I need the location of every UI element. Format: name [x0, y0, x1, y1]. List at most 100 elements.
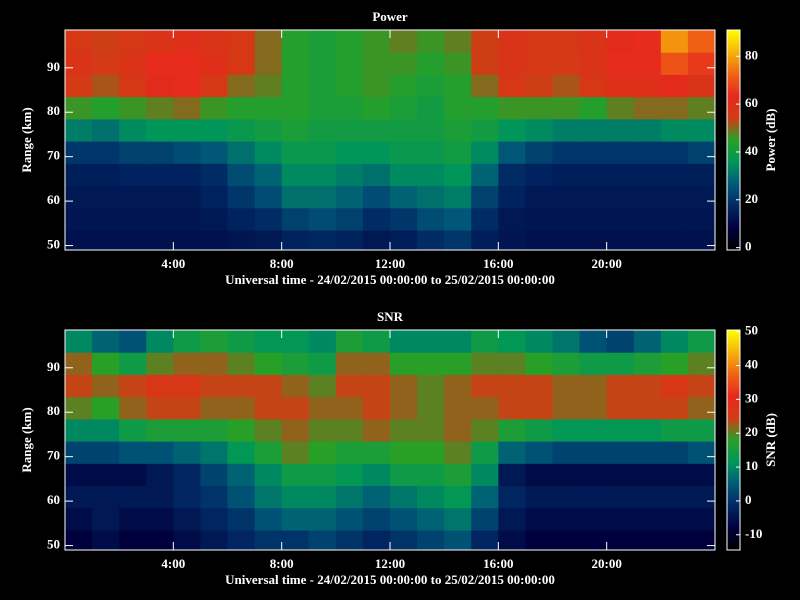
colorbar-tick-label: 0 — [745, 239, 752, 254]
cell — [552, 230, 581, 250]
cell — [552, 352, 581, 375]
cell — [335, 141, 364, 164]
cell — [687, 485, 715, 509]
cell — [444, 485, 472, 509]
cell — [444, 30, 472, 53]
cell — [444, 207, 472, 231]
cell — [254, 441, 283, 464]
cell — [471, 374, 499, 398]
heatmap — [65, 330, 715, 550]
cell — [227, 374, 256, 398]
cell — [227, 52, 256, 75]
cell — [660, 96, 689, 120]
cell — [254, 230, 283, 250]
cell — [119, 352, 147, 375]
cell — [335, 230, 364, 250]
cell — [633, 418, 662, 442]
cell — [687, 352, 715, 375]
cell — [335, 185, 364, 209]
cell — [390, 74, 418, 98]
colorbar-tick-label: 40 — [745, 143, 758, 158]
cell — [173, 418, 201, 442]
cell — [281, 185, 310, 209]
cell — [633, 118, 662, 142]
cell — [200, 507, 228, 531]
cell — [254, 141, 283, 164]
cell — [119, 330, 147, 353]
cell — [498, 52, 526, 75]
cell — [200, 96, 228, 120]
cell — [146, 74, 174, 98]
cell — [579, 30, 608, 53]
cell — [552, 118, 581, 142]
y-axis-label: Range (km) — [19, 107, 34, 172]
cell — [471, 396, 499, 420]
cell — [254, 52, 283, 75]
cell — [65, 352, 93, 375]
cell — [146, 52, 174, 75]
cell — [308, 185, 337, 209]
cell — [281, 418, 310, 442]
cell — [687, 96, 715, 120]
cell — [92, 230, 120, 250]
cell — [471, 230, 499, 250]
cell — [687, 230, 715, 250]
cell — [687, 530, 715, 550]
cell — [173, 230, 201, 250]
cell — [227, 118, 256, 142]
cell — [308, 330, 337, 353]
cell — [444, 96, 472, 120]
y-tick-label: 60 — [47, 192, 60, 207]
cell — [525, 207, 553, 231]
cell — [335, 74, 364, 98]
cell — [146, 418, 174, 442]
cell — [92, 330, 120, 353]
cell — [471, 163, 499, 187]
cell — [525, 52, 553, 75]
cell — [579, 163, 608, 187]
cell — [417, 396, 445, 420]
cell — [362, 418, 391, 442]
cell — [362, 330, 391, 353]
cell — [173, 74, 201, 98]
cell — [200, 374, 228, 398]
cell — [660, 507, 689, 531]
cell — [606, 118, 635, 142]
cell — [227, 141, 256, 164]
cell — [606, 463, 635, 487]
cell — [390, 530, 418, 550]
colorbar-tick-label: 20 — [745, 191, 758, 206]
cell — [660, 374, 689, 398]
cell — [119, 418, 147, 442]
cell — [65, 96, 93, 120]
cell — [65, 30, 93, 53]
cell — [227, 185, 256, 209]
cell — [687, 141, 715, 164]
cell — [390, 163, 418, 187]
cell — [417, 141, 445, 164]
cell — [92, 30, 120, 53]
cell — [471, 485, 499, 509]
cell — [65, 485, 93, 509]
cell — [65, 530, 93, 550]
cell — [146, 507, 174, 531]
cell — [444, 396, 472, 420]
y-tick-label: 90 — [47, 359, 60, 374]
cell — [471, 30, 499, 53]
x-tick-label: 4:00 — [161, 256, 185, 271]
cell — [200, 463, 228, 487]
cell — [444, 74, 472, 98]
cell — [335, 441, 364, 464]
cell — [200, 441, 228, 464]
cell — [552, 507, 581, 531]
cell — [525, 96, 553, 120]
cell — [687, 185, 715, 209]
cell — [498, 207, 526, 231]
cell — [308, 207, 337, 231]
cell — [200, 530, 228, 550]
cell — [444, 163, 472, 187]
cell — [362, 396, 391, 420]
colorbar-tick-label: 10 — [745, 458, 758, 473]
cell — [660, 330, 689, 353]
cell — [471, 507, 499, 531]
